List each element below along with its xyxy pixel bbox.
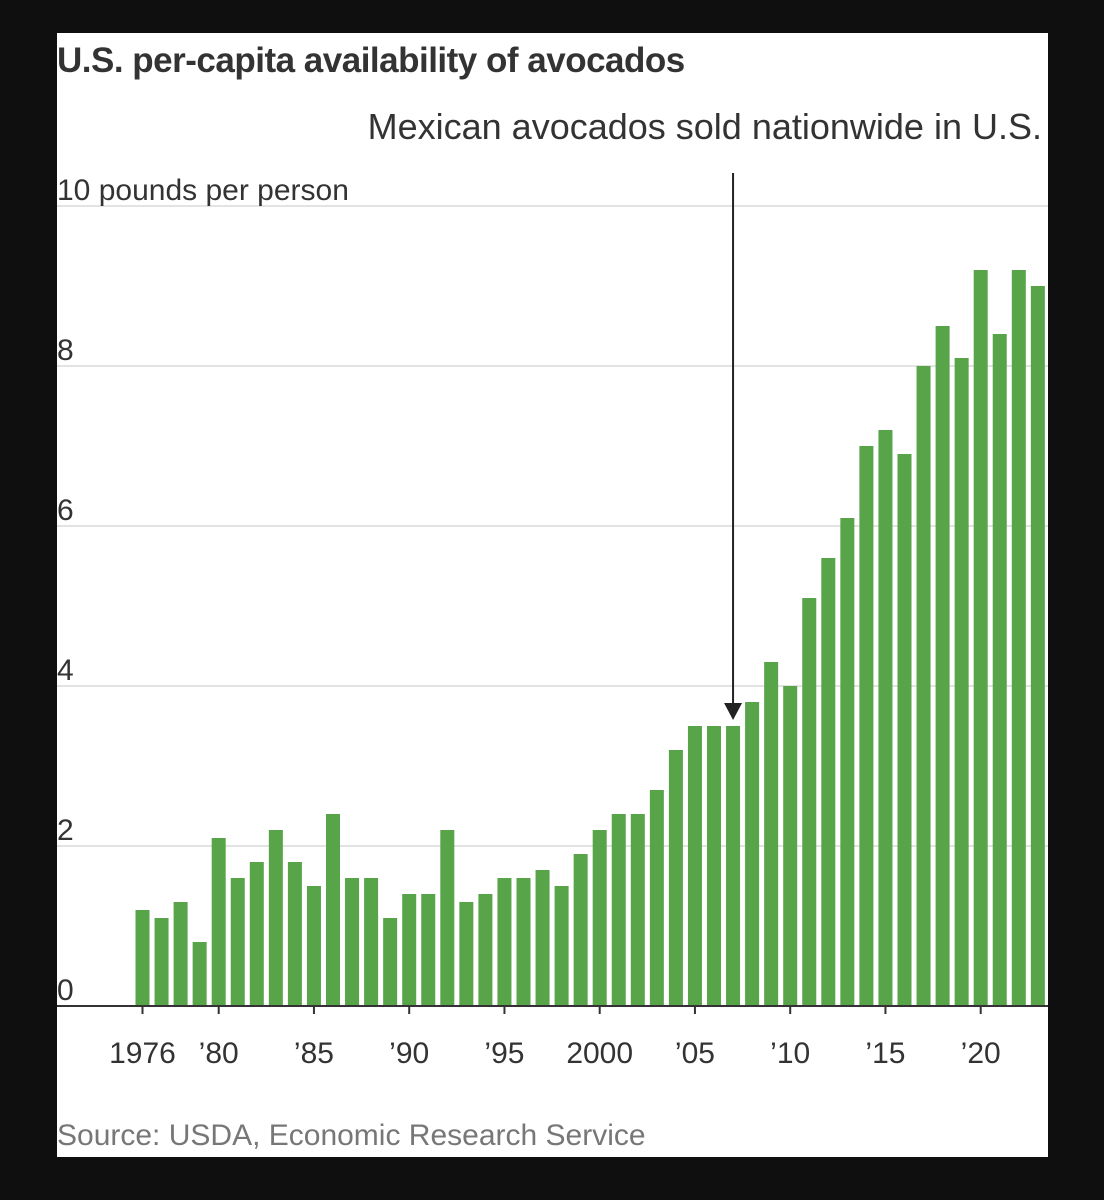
bar-1992 xyxy=(440,830,455,1006)
bar-2012 xyxy=(821,558,836,1006)
bar-1979 xyxy=(192,942,207,1006)
bar-2018 xyxy=(935,326,950,1006)
x-tick-label: ’10 xyxy=(770,1037,810,1070)
bar-chart: 0 2 4 6 8 10 pounds per person 1976 ’80 ’85 ’90 ’… xyxy=(57,106,1048,1070)
bar-1976 xyxy=(135,910,150,1006)
bar-2010 xyxy=(783,686,798,1006)
bar-1985 xyxy=(306,886,321,1006)
bar-1999 xyxy=(573,854,588,1006)
bar-1991 xyxy=(421,894,436,1006)
x-tick-label: ’20 xyxy=(961,1037,1001,1070)
bar-1980 xyxy=(211,838,226,1006)
bar-2002 xyxy=(630,814,645,1006)
bar-1990 xyxy=(402,894,417,1006)
bar-1981 xyxy=(230,878,245,1006)
chart-title: U.S. per-capita availability of avocados xyxy=(57,41,685,80)
bar-2003 xyxy=(649,790,664,1006)
bar-1998 xyxy=(554,886,569,1006)
x-axis-ticks: 1976 ’80 ’85 ’90 ’95 2000 ’05 ’10 ’15 ’20 xyxy=(109,1006,1001,1070)
bar-1994 xyxy=(478,894,493,1006)
bar-2011 xyxy=(802,598,817,1006)
bar-2014 xyxy=(859,446,874,1006)
bar-1982 xyxy=(249,862,264,1006)
source-note: Source: USDA, Economic Research Service xyxy=(57,1119,646,1152)
y-axis-tick-labels: 0 2 4 6 8 10 pounds per person xyxy=(57,174,349,1007)
bar-2007 xyxy=(726,726,741,1006)
x-tick-label: ’90 xyxy=(389,1037,429,1070)
bar-1977 xyxy=(154,918,169,1006)
bar-1995 xyxy=(497,878,512,1006)
bar-2005 xyxy=(687,726,702,1006)
x-tick-label: ’85 xyxy=(294,1037,334,1070)
annotation-arrow-head xyxy=(724,703,743,720)
bar-2023 xyxy=(1030,286,1045,1006)
y-tick-label: 8 xyxy=(57,334,74,367)
bar-1978 xyxy=(173,902,188,1006)
bar-2016 xyxy=(897,454,912,1006)
bar-1987 xyxy=(345,878,360,1006)
bar-1986 xyxy=(326,814,340,1006)
bar-2022 xyxy=(1011,270,1026,1006)
bar-2013 xyxy=(840,518,855,1006)
bar-1984 xyxy=(287,862,302,1006)
bar-2001 xyxy=(611,814,626,1006)
bar-2020 xyxy=(973,270,988,1006)
y-tick-label: 2 xyxy=(57,814,74,847)
bar-2008 xyxy=(745,702,760,1006)
bar-1993 xyxy=(459,902,474,1006)
bar-1997 xyxy=(535,870,550,1006)
annotation: Mexican avocados sold nationwide in U.S. xyxy=(368,106,1042,720)
y-tick-label: 0 xyxy=(57,974,74,1007)
bars xyxy=(135,270,1045,1006)
bar-2006 xyxy=(707,726,721,1006)
x-tick-label: ’15 xyxy=(865,1037,905,1070)
x-tick-label: 2000 xyxy=(566,1037,633,1070)
bar-2000 xyxy=(592,830,607,1006)
chart-card: 0 2 4 6 8 10 pounds per person 1976 ’80 ’85 ’90 ’… xyxy=(57,33,1048,1157)
bar-1996 xyxy=(516,878,531,1006)
y-tick-label: 6 xyxy=(57,494,74,527)
bar-2004 xyxy=(668,750,683,1006)
x-tick-label: ’80 xyxy=(199,1037,239,1070)
bar-1988 xyxy=(364,878,379,1006)
x-tick-label: ’05 xyxy=(675,1037,715,1070)
bar-2019 xyxy=(954,358,969,1006)
annotation-label: Mexican avocados sold nationwide in U.S. xyxy=(368,106,1042,147)
bar-2021 xyxy=(992,334,1007,1006)
bar-1989 xyxy=(383,918,398,1006)
bar-2009 xyxy=(764,662,779,1006)
y-tick-label: 4 xyxy=(57,654,74,687)
bar-1983 xyxy=(268,830,283,1006)
bar-2017 xyxy=(916,366,931,1006)
x-tick-label: 1976 xyxy=(109,1037,176,1070)
y-tick-label: 10 pounds per person xyxy=(57,174,349,207)
bar-2015 xyxy=(878,430,893,1006)
x-tick-label: ’95 xyxy=(484,1037,524,1070)
